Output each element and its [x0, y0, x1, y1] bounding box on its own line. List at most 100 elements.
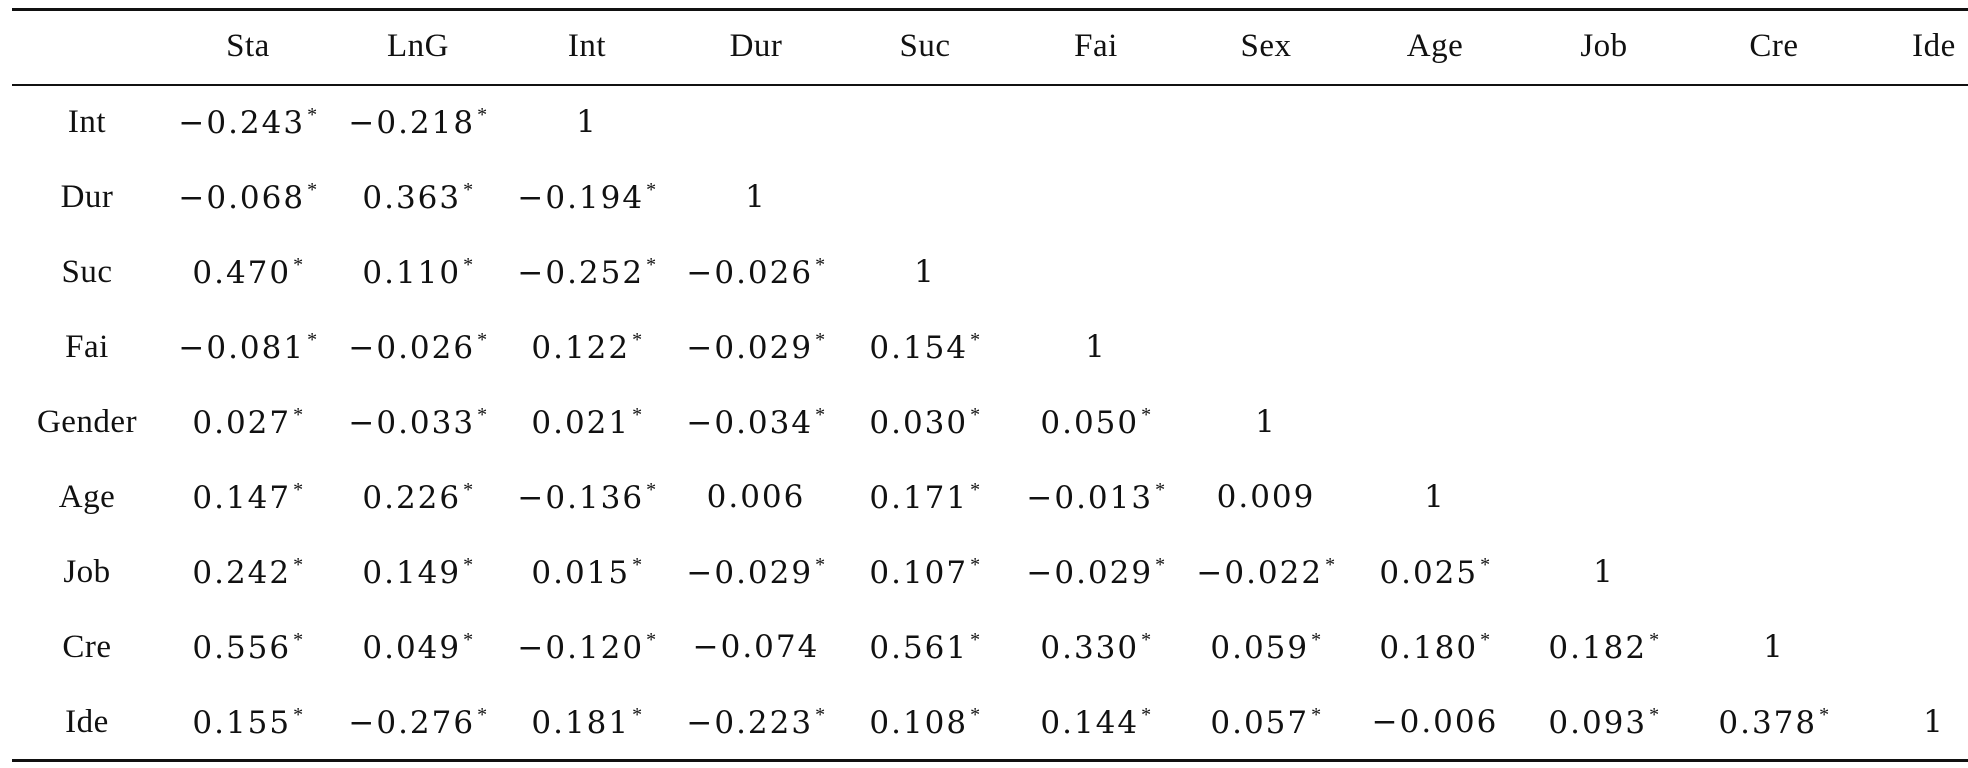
table-cell: −0.029 *: [1010, 535, 1182, 610]
table-cell: [1860, 460, 1968, 535]
row-label: Fai: [65, 329, 109, 365]
significance-marker: *: [970, 328, 981, 351]
table-cell: 0.027 *: [162, 385, 334, 460]
table-cell: 0.182 *: [1520, 610, 1688, 685]
cell-value: 0.059: [1210, 629, 1310, 666]
significance-marker: *: [632, 553, 643, 576]
cell-value: 0.021: [531, 404, 631, 441]
significance-marker: *: [646, 178, 657, 201]
bottom-rule: [12, 759, 1968, 762]
table-cell: 1: [1688, 610, 1860, 685]
cell-value: 0.122: [531, 329, 631, 366]
table-cell: [1860, 84, 1968, 160]
table-cell: [840, 160, 1010, 235]
significance-marker: *: [477, 403, 488, 426]
table-cell: 0.107 *: [840, 535, 1010, 610]
table-cell: 0.006: [672, 460, 840, 535]
table-cell: 0.147 *: [162, 460, 334, 535]
significance-marker: *: [463, 178, 474, 201]
table-cell: −0.074: [672, 610, 840, 685]
significance-marker: *: [1311, 703, 1322, 726]
cell-value: 0.363: [362, 179, 462, 216]
table-cell: 0.122 *: [502, 310, 672, 385]
table-cell: −0.136 *: [502, 460, 672, 535]
table-cell: [1688, 310, 1860, 385]
cell-value: −0.033: [348, 404, 476, 441]
table-cell: 0.015 *: [502, 535, 672, 610]
table-cell: −0.120 *: [502, 610, 672, 685]
table-cell: [1860, 535, 1968, 610]
table-cell: 0.108 *: [840, 685, 1010, 760]
cell-value: 0.182: [1548, 629, 1648, 666]
table-cell: 0.144 *: [1010, 685, 1182, 760]
table-cell: [1860, 160, 1968, 235]
table-cell: −0.026 *: [672, 235, 840, 310]
table-row: Fai −0.081 * −0.026 * 0.122 * −0.029 * 0.154 * 1: [12, 310, 1968, 385]
cell-value: 0.027: [192, 404, 292, 441]
column-header: Cre: [1749, 27, 1799, 64]
table-cell: 0.226 *: [334, 460, 502, 535]
table-cell: −0.223 *: [672, 685, 840, 760]
cell-value: −0.029: [686, 329, 814, 366]
cell-value: −0.120: [517, 629, 645, 666]
column-header: Age: [1406, 27, 1464, 64]
table-cell: [1688, 385, 1860, 460]
cell-value: 0.556: [192, 629, 292, 666]
significance-marker: *: [815, 328, 826, 351]
cell-value: −0.029: [1026, 554, 1154, 591]
table-cell: [1350, 160, 1520, 235]
significance-marker: *: [646, 478, 657, 501]
significance-marker: *: [1141, 628, 1152, 651]
significance-marker: *: [815, 253, 826, 276]
header-corner-cell: [12, 8, 162, 84]
cell-value: 1: [914, 254, 936, 290]
significance-marker: *: [632, 403, 643, 426]
cell-value: 0.025: [1379, 554, 1479, 591]
table-cell: −0.068 *: [162, 160, 334, 235]
significance-marker: *: [970, 403, 981, 426]
table-cell: [1688, 84, 1860, 160]
cell-value: 0.180: [1379, 629, 1479, 666]
table-cell: 0.181 *: [502, 685, 672, 760]
significance-marker: *: [970, 628, 981, 651]
significance-marker: *: [815, 703, 826, 726]
table-cell: 0.110 *: [334, 235, 502, 310]
table-cell: [1520, 385, 1688, 460]
cell-value: 1: [576, 104, 598, 140]
significance-marker: *: [1480, 628, 1491, 651]
significance-marker: *: [293, 703, 304, 726]
table-cell: [1010, 84, 1182, 160]
significance-marker: *: [1480, 553, 1491, 576]
table-cell: 0.378 *: [1688, 685, 1860, 760]
table-cell: [1350, 235, 1520, 310]
cell-value: 0.006: [706, 479, 806, 515]
table-cell: 0.049 *: [334, 610, 502, 685]
cell-value: 0.330: [1040, 629, 1140, 666]
column-header: Suc: [899, 27, 951, 64]
top-rule: [12, 8, 1968, 11]
table-cell: 0.030 *: [840, 385, 1010, 460]
table-cell: 0.330 *: [1010, 610, 1182, 685]
table-cell: 0.180 *: [1350, 610, 1520, 685]
table-header: Sta LnG Int Dur Suc Fai Sex Age Job Cre Ide: [12, 8, 1968, 84]
significance-marker: *: [463, 628, 474, 651]
cell-value: −0.276: [348, 704, 476, 741]
table-cell: [1350, 385, 1520, 460]
cell-value: −0.006: [1371, 704, 1499, 740]
column-header: Sex: [1240, 27, 1292, 64]
table-cell: −0.276 *: [334, 685, 502, 760]
table-cell: 0.561 *: [840, 610, 1010, 685]
cell-value: −0.068: [178, 179, 306, 216]
table-row: Cre 0.556 * 0.049 * −0.120 * −0.074 0.561 * 0.330 *…: [12, 610, 1968, 685]
cell-value: 0.470: [192, 254, 292, 291]
table-cell: [1520, 460, 1688, 535]
table-row: Int −0.243 * −0.218 * 1: [12, 84, 1968, 160]
cell-value: 0.108: [869, 704, 969, 741]
table-cell: 1: [502, 84, 672, 160]
table-row: Gender 0.027 * −0.033 * 0.021 * −0.034 * 0.030 * 0.…: [12, 385, 1968, 460]
cell-value: −0.029: [686, 554, 814, 591]
significance-marker: *: [307, 178, 318, 201]
significance-marker: *: [1155, 553, 1166, 576]
significance-marker: *: [646, 253, 657, 276]
row-label: Age: [58, 479, 116, 515]
